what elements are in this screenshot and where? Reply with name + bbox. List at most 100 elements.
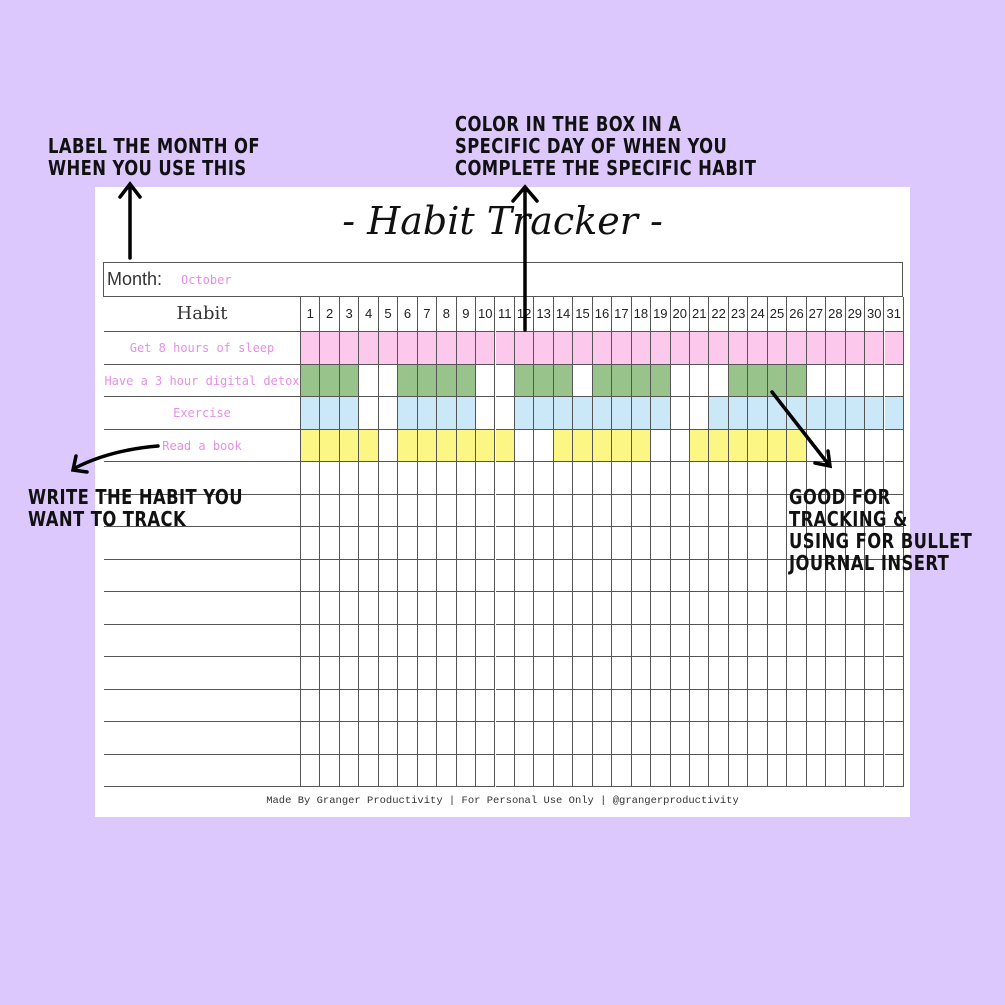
day-checkbox[interactable] xyxy=(806,559,827,592)
day-checkbox[interactable] xyxy=(709,527,729,560)
empty-habit-cell[interactable] xyxy=(104,527,301,560)
day-checkbox[interactable] xyxy=(728,592,749,625)
day-checkbox[interactable] xyxy=(514,364,535,397)
day-checkbox[interactable] xyxy=(651,527,671,560)
day-checkbox[interactable] xyxy=(612,397,632,430)
day-checkbox[interactable] xyxy=(378,657,399,690)
day-checkbox[interactable] xyxy=(398,657,418,690)
day-checkbox[interactable] xyxy=(631,559,652,592)
day-checkbox[interactable] xyxy=(845,429,866,462)
day-checkbox[interactable] xyxy=(437,397,457,430)
day-checkbox[interactable] xyxy=(592,494,613,527)
day-checkbox[interactable] xyxy=(631,592,652,625)
day-checkbox[interactable] xyxy=(495,397,515,430)
day-checkbox[interactable] xyxy=(631,689,652,722)
day-checkbox[interactable] xyxy=(534,689,554,722)
day-checkbox[interactable] xyxy=(592,559,613,592)
day-checkbox[interactable] xyxy=(339,559,360,592)
day-checkbox[interactable] xyxy=(592,462,613,495)
day-checkbox[interactable] xyxy=(456,624,477,657)
day-checkbox[interactable] xyxy=(320,592,340,625)
day-checkbox[interactable] xyxy=(476,754,496,787)
day-checkbox[interactable] xyxy=(748,364,768,397)
day-checkbox[interactable] xyxy=(884,494,904,527)
day-checkbox[interactable] xyxy=(301,332,321,365)
day-checkbox[interactable] xyxy=(670,592,690,625)
day-checkbox[interactable] xyxy=(359,754,379,787)
day-checkbox[interactable] xyxy=(748,429,768,462)
day-checkbox[interactable] xyxy=(339,462,360,495)
day-checkbox[interactable] xyxy=(865,462,885,495)
day-checkbox[interactable] xyxy=(826,494,846,527)
day-checkbox[interactable] xyxy=(748,689,768,722)
day-checkbox[interactable] xyxy=(728,624,749,657)
day-checkbox[interactable] xyxy=(417,689,438,722)
day-checkbox[interactable] xyxy=(631,397,652,430)
day-checkbox[interactable] xyxy=(787,559,807,592)
day-checkbox[interactable] xyxy=(573,364,593,397)
day-checkbox[interactable] xyxy=(553,722,574,755)
day-checkbox[interactable] xyxy=(320,689,340,722)
day-checkbox[interactable] xyxy=(592,397,613,430)
day-checkbox[interactable] xyxy=(378,494,399,527)
day-checkbox[interactable] xyxy=(592,657,613,690)
day-checkbox[interactable] xyxy=(728,689,749,722)
day-checkbox[interactable] xyxy=(573,754,593,787)
day-checkbox[interactable] xyxy=(378,559,399,592)
day-checkbox[interactable] xyxy=(651,494,671,527)
day-checkbox[interactable] xyxy=(476,397,496,430)
day-checkbox[interactable] xyxy=(534,657,554,690)
day-checkbox[interactable] xyxy=(514,624,535,657)
day-checkbox[interactable] xyxy=(845,494,866,527)
day-checkbox[interactable] xyxy=(437,592,457,625)
day-checkbox[interactable] xyxy=(670,332,690,365)
day-checkbox[interactable] xyxy=(670,527,690,560)
day-checkbox[interactable] xyxy=(592,722,613,755)
day-checkbox[interactable] xyxy=(612,754,632,787)
day-checkbox[interactable] xyxy=(573,559,593,592)
day-checkbox[interactable] xyxy=(417,624,438,657)
day-checkbox[interactable] xyxy=(301,494,321,527)
day-checkbox[interactable] xyxy=(514,559,535,592)
day-checkbox[interactable] xyxy=(301,559,321,592)
day-checkbox[interactable] xyxy=(884,429,904,462)
day-checkbox[interactable] xyxy=(339,332,360,365)
day-checkbox[interactable] xyxy=(534,364,554,397)
day-checkbox[interactable] xyxy=(670,624,690,657)
day-checkbox[interactable] xyxy=(495,689,515,722)
day-checkbox[interactable] xyxy=(301,624,321,657)
day-checkbox[interactable] xyxy=(670,462,690,495)
day-checkbox[interactable] xyxy=(320,462,340,495)
day-checkbox[interactable] xyxy=(339,429,360,462)
day-checkbox[interactable] xyxy=(728,429,749,462)
day-checkbox[interactable] xyxy=(534,527,554,560)
day-checkbox[interactable] xyxy=(553,462,574,495)
day-checkbox[interactable] xyxy=(301,592,321,625)
day-checkbox[interactable] xyxy=(514,722,535,755)
day-checkbox[interactable] xyxy=(767,754,788,787)
day-checkbox[interactable] xyxy=(631,429,652,462)
day-checkbox[interactable] xyxy=(670,754,690,787)
day-checkbox[interactable] xyxy=(670,689,690,722)
day-checkbox[interactable] xyxy=(690,332,710,365)
day-checkbox[interactable] xyxy=(787,722,807,755)
day-checkbox[interactable] xyxy=(767,397,788,430)
day-checkbox[interactable] xyxy=(748,624,768,657)
day-checkbox[interactable] xyxy=(670,559,690,592)
day-checkbox[interactable] xyxy=(359,592,379,625)
day-checkbox[interactable] xyxy=(709,494,729,527)
day-checkbox[interactable] xyxy=(417,397,438,430)
day-checkbox[interactable] xyxy=(709,429,729,462)
day-checkbox[interactable] xyxy=(514,429,535,462)
day-checkbox[interactable] xyxy=(495,754,515,787)
day-checkbox[interactable] xyxy=(359,624,379,657)
day-checkbox[interactable] xyxy=(728,527,749,560)
day-checkbox[interactable] xyxy=(456,397,477,430)
day-checkbox[interactable] xyxy=(728,462,749,495)
day-checkbox[interactable] xyxy=(709,592,729,625)
month-value[interactable]: October xyxy=(181,273,232,287)
day-checkbox[interactable] xyxy=(456,592,477,625)
day-checkbox[interactable] xyxy=(670,364,690,397)
day-checkbox[interactable] xyxy=(806,527,827,560)
day-checkbox[interactable] xyxy=(748,332,768,365)
